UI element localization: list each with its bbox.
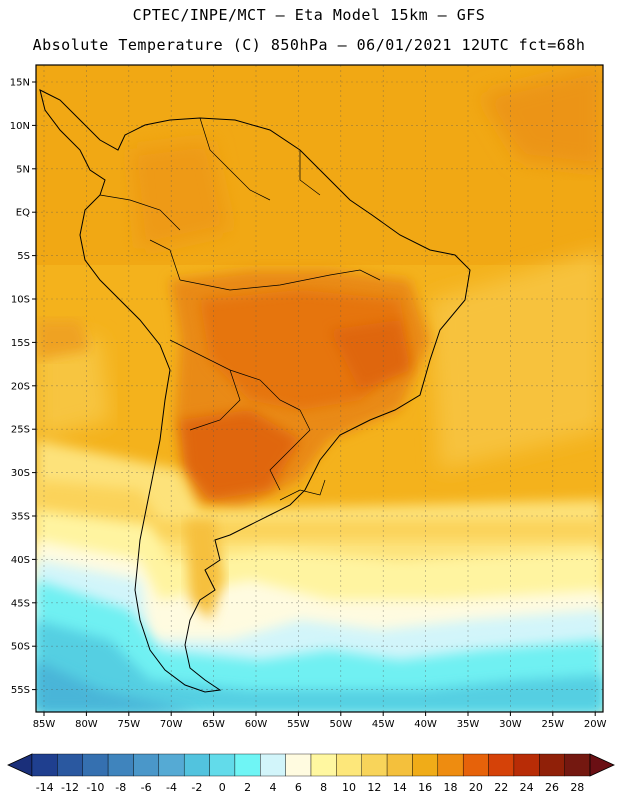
lat-label: 40S xyxy=(11,555,30,566)
lon-label: 35W xyxy=(457,719,480,730)
colorbar-label: -4 xyxy=(166,781,177,794)
lon-label: 80W xyxy=(75,719,98,730)
lon-label: 65W xyxy=(202,719,225,730)
colorbar-swatch xyxy=(260,753,286,777)
colorbar-labels: -14 -12 -10 -8 -6 -4 -2 0 2 4 6 8 10 12 14 16 18 20 22 24 26… xyxy=(36,781,585,794)
colorbar-label: 2 xyxy=(244,781,251,794)
lat-label: 10S xyxy=(11,295,30,306)
colorbar-swatch xyxy=(57,753,83,777)
lon-label: 70W xyxy=(160,719,183,730)
lat-label: 30S xyxy=(11,468,30,479)
colorbar-label: -14 xyxy=(36,781,54,794)
colorbar-label: 16 xyxy=(418,781,432,794)
temperature-field xyxy=(36,65,603,712)
longitude-labels: 85W 80W 75W 70W 65W 60W 55W 50W 45W 40W 35W 30W 25W 2… xyxy=(33,712,607,730)
colorbar-swatch xyxy=(564,753,591,777)
lat-label: 5N xyxy=(16,164,30,175)
colorbar-swatch xyxy=(437,753,464,777)
lat-label: 45S xyxy=(11,598,30,609)
colorbar-label: 24 xyxy=(520,781,534,794)
lat-label: 25S xyxy=(11,425,30,436)
colorbar-swatch xyxy=(462,753,489,777)
lon-label: 85W xyxy=(33,719,56,730)
colorbar-label: 22 xyxy=(494,781,508,794)
colorbar-swatch xyxy=(513,753,540,777)
colorbar-swatch xyxy=(488,753,515,777)
colorbar-swatch xyxy=(31,753,58,777)
colorbar-label: 8 xyxy=(320,781,327,794)
lon-label: 30W xyxy=(499,719,522,730)
lat-label: 5S xyxy=(17,251,30,262)
lat-label: 10N xyxy=(10,121,30,132)
lon-label: 50W xyxy=(329,719,352,730)
lat-label: 20S xyxy=(11,381,30,392)
colorbar-over-arrow xyxy=(589,753,615,777)
country-borders xyxy=(99,117,381,501)
lat-label: 15N xyxy=(10,78,30,89)
colorbar-label: 4 xyxy=(269,781,276,794)
colorbar-swatch xyxy=(336,753,362,777)
colorbar-label: 26 xyxy=(545,781,559,794)
map-subtitle: Absolute Temperature (C) 850hPa – 06/01/… xyxy=(32,36,586,54)
colorbar-swatch xyxy=(285,753,312,777)
lat-label: EQ xyxy=(16,208,30,219)
lat-label: 15S xyxy=(11,338,30,349)
colorbar-swatch xyxy=(310,753,337,777)
lon-label: 20W xyxy=(584,719,607,730)
latitude-labels: 15N 10N 5N EQ 5S 10S 15S 20S 25S 30S 35S 40S 45S 50S 5… xyxy=(10,78,36,696)
colorbar-swatch xyxy=(386,753,413,777)
colorbar xyxy=(7,753,615,777)
colorbar-label: -10 xyxy=(86,781,104,794)
colorbar-label: 28 xyxy=(570,781,584,794)
lat-label: 50S xyxy=(11,642,30,653)
colorbar-label: -12 xyxy=(61,781,79,794)
lon-label: 75W xyxy=(117,719,140,730)
colorbar-swatch xyxy=(361,753,388,777)
colorbar-label: -2 xyxy=(191,781,202,794)
lat-label: 35S xyxy=(11,512,30,523)
colorbar-swatch xyxy=(209,753,236,777)
colorbar-label: 12 xyxy=(367,781,381,794)
map-title: CPTEC/INPE/MCT – Eta Model 15km – GFS xyxy=(132,6,486,24)
lon-label: 45W xyxy=(372,719,395,730)
colorbar-label: -6 xyxy=(141,781,152,794)
colorbar-label: 0 xyxy=(219,781,226,794)
lat-label: 55S xyxy=(11,685,30,696)
lon-label: 25W xyxy=(541,719,564,730)
colorbar-label: 6 xyxy=(295,781,302,794)
colorbar-swatch xyxy=(158,753,185,777)
lon-label: 55W xyxy=(287,719,310,730)
colorbar-swatch xyxy=(412,753,439,777)
colorbar-label: 18 xyxy=(444,781,458,794)
colorbar-swatch xyxy=(107,753,134,777)
colorbar-label: 14 xyxy=(393,781,407,794)
colorbar-under-arrow xyxy=(7,753,33,777)
lon-label: 40W xyxy=(414,719,437,730)
lon-label: 60W xyxy=(245,719,268,730)
colorbar-swatch xyxy=(183,753,210,777)
colorbar-label: -8 xyxy=(115,781,126,794)
colorbar-swatch xyxy=(539,753,565,777)
colorbar-label: 10 xyxy=(342,781,356,794)
map-frame xyxy=(35,64,604,713)
colorbar-swatch xyxy=(82,753,109,777)
colorbar-swatch xyxy=(234,753,261,777)
colorbar-label: 20 xyxy=(469,781,483,794)
colorbar-swatch xyxy=(133,753,160,777)
